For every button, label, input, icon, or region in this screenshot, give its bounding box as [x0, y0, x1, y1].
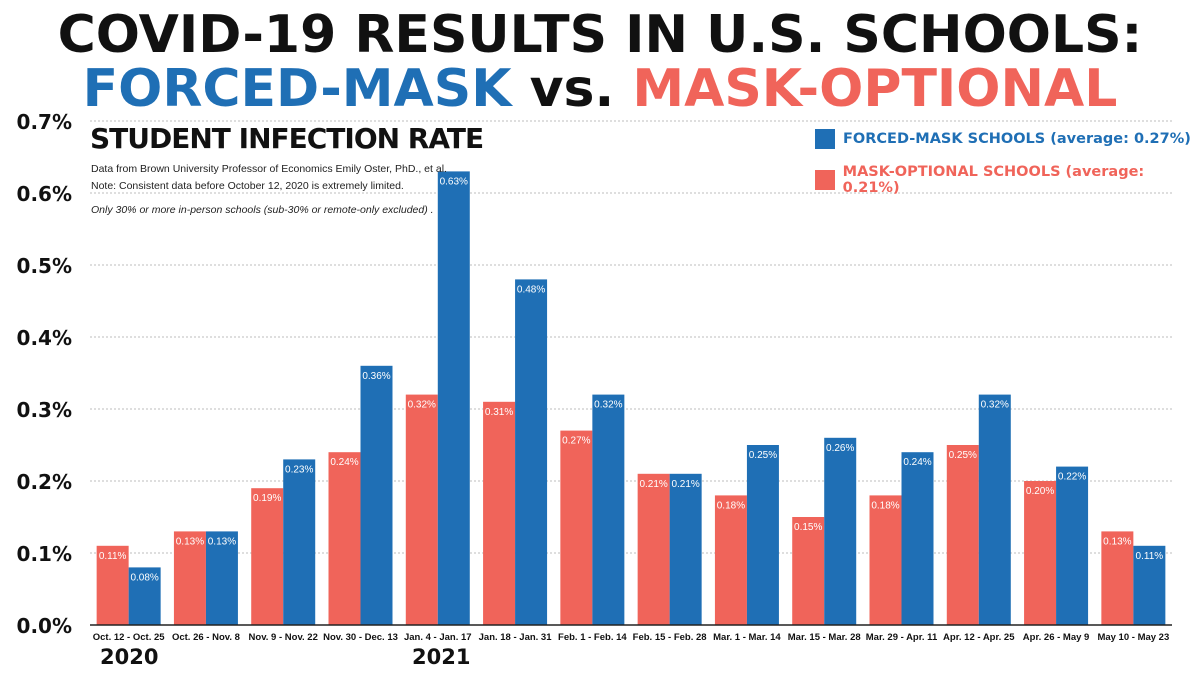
year-2020: 2020 [100, 645, 159, 669]
data-label-forced-mask: 0.08% [130, 572, 158, 583]
x-tick-label: Feb. 1 - Feb. 14 [558, 632, 627, 643]
bar-mask-optional [96, 545, 129, 625]
bar-mask-optional [946, 445, 979, 625]
y-tick-label: 0.7% [17, 110, 72, 134]
data-label-mask-optional: 0.13% [176, 536, 204, 547]
data-label-mask-optional: 0.13% [1103, 536, 1131, 547]
data-label-forced-mask: 0.48% [517, 284, 545, 295]
data-label-forced-mask: 0.36% [362, 371, 390, 382]
title-vs: vs. [529, 59, 615, 119]
chart-title: STUDENT INFECTION RATE [90, 122, 484, 155]
data-label-mask-optional: 0.32% [408, 400, 436, 411]
x-tick-label: Feb. 15 - Feb. 28 [633, 632, 707, 643]
data-label-forced-mask: 0.11% [1136, 551, 1164, 562]
data-label-mask-optional: 0.18% [717, 500, 745, 511]
x-tick-label: Jan. 18 - Jan. 31 [479, 632, 553, 643]
data-label-forced-mask: 0.25% [749, 450, 777, 461]
filter-note: Only 30% or more in-person schools (sub-… [91, 204, 434, 216]
x-tick-label: Apr. 26 - May 9 [1023, 632, 1090, 643]
data-label-forced-mask: 0.21% [671, 479, 699, 490]
y-tick-label: 0.6% [17, 182, 72, 206]
bar-forced-mask [901, 452, 934, 625]
bar-forced-mask [283, 459, 316, 625]
bar-forced-mask [1133, 545, 1166, 625]
bar-forced-mask [746, 445, 779, 625]
x-tick-label: Mar. 1 - Mar. 14 [713, 632, 781, 643]
data-label-forced-mask: 0.23% [285, 464, 313, 475]
y-tick-label: 0.0% [17, 614, 72, 638]
bar-mask-optional [173, 531, 206, 625]
bar-mask-optional [560, 430, 593, 625]
x-tick-label: Nov. 30 - Dec. 13 [323, 632, 398, 643]
bar-forced-mask [205, 531, 238, 625]
bar-mask-optional [1101, 531, 1134, 625]
legend-optional: MASK-OPTIONAL SCHOOLS (average: 0.21%) [815, 164, 1200, 196]
x-tick-label: Oct. 12 - Oct. 25 [93, 632, 166, 643]
data-label-mask-optional: 0.31% [485, 407, 513, 418]
data-label-mask-optional: 0.15% [794, 522, 822, 533]
legend-optional-swatch [815, 170, 835, 190]
bar-forced-mask [1056, 466, 1089, 625]
bar-forced-mask [515, 279, 548, 625]
data-label-mask-optional: 0.19% [253, 493, 281, 504]
legend-forced-swatch [815, 129, 835, 149]
x-tick-label: Nov. 9 - Nov. 22 [249, 632, 318, 643]
bar-forced-mask [592, 394, 625, 625]
data-label-forced-mask: 0.32% [594, 400, 622, 411]
data-label-mask-optional: 0.21% [639, 479, 667, 490]
title-mask-optional: MASK-OPTIONAL [632, 59, 1118, 119]
x-tick-label: Mar. 15 - Mar. 28 [788, 632, 861, 643]
bar-forced-mask [360, 365, 393, 625]
data-label-mask-optional: 0.20% [1026, 486, 1054, 497]
data-label-forced-mask: 0.26% [826, 443, 854, 454]
bar-forced-mask [128, 567, 161, 625]
bar-forced-mask [978, 394, 1011, 625]
bar-mask-optional [714, 495, 747, 625]
main-title: COVID-19 RESULTS IN U.S. SCHOOLS: [57, 5, 1143, 65]
bar-mask-optional [328, 452, 361, 625]
bar-mask-optional [1024, 481, 1057, 625]
source-note: Data from Brown University Professor of … [91, 163, 447, 175]
legend-forced-label: FORCED-MASK SCHOOLS (average: 0.27%) [843, 131, 1191, 147]
legend-forced: FORCED-MASK SCHOOLS (average: 0.27%) [815, 129, 1191, 149]
data-label-forced-mask: 0.63% [440, 176, 468, 187]
bar-mask-optional [251, 488, 284, 625]
x-tick-label: Jan. 4 - Jan. 17 [404, 632, 472, 643]
bar-forced-mask [437, 171, 470, 625]
y-tick-label: 0.1% [17, 542, 72, 566]
bar-mask-optional [869, 495, 902, 625]
legend-optional-label: MASK-OPTIONAL SCHOOLS (average: 0.21%) [842, 164, 1145, 196]
y-tick-label: 0.5% [17, 254, 72, 278]
bar-mask-optional [637, 473, 670, 625]
bar-forced-mask [824, 437, 857, 625]
data-label-forced-mask: 0.24% [903, 457, 931, 468]
y-tick-label: 0.2% [17, 470, 72, 494]
x-tick-label: Mar. 29 - Apr. 11 [866, 632, 938, 643]
year-2021: 2021 [412, 645, 471, 669]
data-label-forced-mask: 0.13% [208, 536, 236, 547]
main-subtitle: FORCED-MASK vs. MASK-OPTIONAL [0, 60, 1200, 118]
y-tick-label: 0.4% [17, 326, 72, 350]
data-label-mask-optional: 0.27% [562, 436, 590, 447]
data-label-mask-optional: 0.25% [949, 450, 977, 461]
data-label-forced-mask: 0.22% [1058, 472, 1086, 483]
bar-forced-mask [669, 473, 702, 625]
consistency-note: Note: Consistent data before October 12,… [91, 180, 404, 192]
x-tick-label: Oct. 26 - Nov. 8 [172, 632, 240, 643]
x-tick-label: Apr. 12 - Apr. 25 [943, 632, 1015, 643]
bar-mask-optional [483, 401, 516, 625]
data-label-forced-mask: 0.32% [981, 400, 1009, 411]
data-label-mask-optional: 0.18% [871, 500, 899, 511]
x-tick-label: May 10 - May 23 [1097, 632, 1169, 643]
y-tick-label: 0.3% [17, 398, 72, 422]
title-forced-mask: FORCED-MASK [82, 59, 512, 119]
data-label-mask-optional: 0.11% [99, 551, 127, 562]
bar-mask-optional [405, 394, 438, 625]
data-label-mask-optional: 0.24% [330, 457, 358, 468]
bar-mask-optional [792, 517, 825, 625]
